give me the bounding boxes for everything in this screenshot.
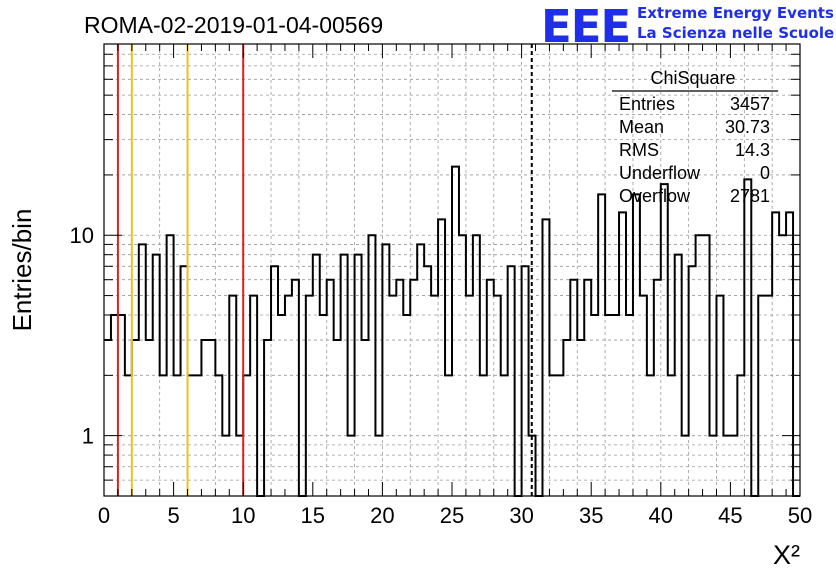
stats-value: 0 xyxy=(760,163,770,183)
stats-value: 30.73 xyxy=(725,117,770,137)
stats-label: Mean xyxy=(619,117,664,137)
stats-value: 2781 xyxy=(730,186,770,206)
y-tick-labels: 1 10 xyxy=(70,223,94,448)
axis-ticks xyxy=(103,43,801,496)
x-tick-label: 50 xyxy=(788,503,812,528)
stats-label: Entries xyxy=(619,94,675,114)
x-tick-label: 45 xyxy=(718,503,742,528)
x-tick-label: 20 xyxy=(370,503,394,528)
eee-logo-mark: EEE xyxy=(541,0,630,53)
stats-label: Underflow xyxy=(619,163,701,183)
x-axis-label: X² xyxy=(773,540,800,570)
histogram-outline xyxy=(104,165,800,497)
chart-title: ROMA-02-2019-01-04-00569 xyxy=(84,12,383,38)
x-tick-label: 35 xyxy=(579,503,603,528)
eee-logo: EEE Extreme Energy Events La Scienza nel… xyxy=(541,0,834,53)
stats-label: RMS xyxy=(619,140,659,160)
x-tick-label: 15 xyxy=(301,503,325,528)
stats-title: ChiSquare xyxy=(650,68,735,88)
histogram xyxy=(104,165,800,497)
x-tick-label: 30 xyxy=(509,503,533,528)
y-axis-label: Entries/bin xyxy=(7,209,37,332)
y-tick-label: 10 xyxy=(70,223,94,248)
reference-lines xyxy=(116,44,533,496)
stats-value: 3457 xyxy=(730,94,770,114)
eee-logo-line1: Extreme Energy Events xyxy=(637,4,834,22)
x-tick-label: 10 xyxy=(231,503,255,528)
x-tick-label: 5 xyxy=(167,503,179,528)
stats-label: Overflow xyxy=(619,186,691,206)
eee-logo-line2: La Scienza nelle Scuole xyxy=(637,24,834,42)
x-tick-label: 40 xyxy=(649,503,673,528)
x-tick-labels: 0 5 10 15 20 25 30 35 40 45 50 xyxy=(98,503,812,528)
x-tick-label: 0 xyxy=(98,503,110,528)
y-tick-label: 1 xyxy=(82,424,94,449)
stats-value: 14.3 xyxy=(735,140,770,160)
x-tick-label: 25 xyxy=(440,503,464,528)
stats-box: ChiSquare Entries 3457 Mean 30.73 RMS 14.3 Und… xyxy=(612,68,778,206)
